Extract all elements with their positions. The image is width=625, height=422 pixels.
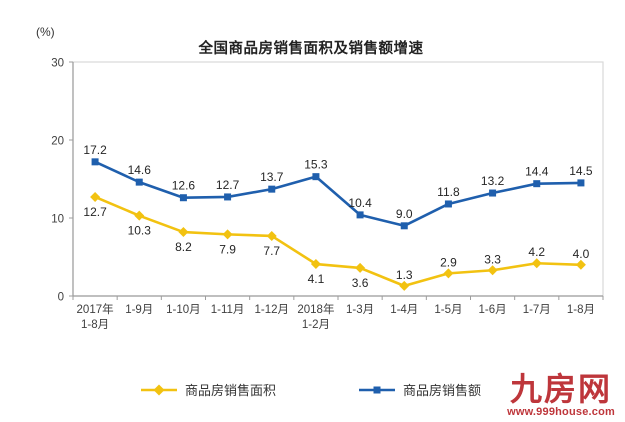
data-point-diamond [531,258,542,269]
y-tick-label: 30 [51,58,64,70]
data-label: 10.4 [348,196,372,210]
data-label: 10.3 [128,224,152,238]
data-label: 8.2 [175,240,192,254]
y-tick-label: 10 [51,214,64,226]
data-point-diamond [399,280,410,291]
y-axis-unit-label: (%) [36,25,55,39]
data-label: 14.6 [128,163,152,177]
data-point-square [135,178,143,186]
line-chart-plot: 0 10 20 30 2017年 1-8月 1-9月 1-10月 1-11月 1-12月 2018年… [51,58,604,331]
chart-title: 全国商品房销售面积及销售额增速 [198,41,424,57]
x-tick-label: 1-11月 [211,304,245,316]
data-label: 3.3 [484,252,501,266]
data-point-diamond [355,262,366,273]
data-point-square [268,185,276,193]
x-tick-label: 1-7月 [523,304,551,316]
data-label: 7.7 [263,244,280,258]
data-point-diamond [222,229,233,240]
x-tick-label: 1-12月 [254,304,289,316]
watermark: 九房网 www.999house.com [507,373,615,418]
x-tick-label: 1-10月 [166,304,201,316]
data-label: 17.2 [83,143,107,157]
y-tick-label: 0 [58,292,64,304]
chart-legend: 商品房销售面积 商品房销售额 [140,380,481,399]
data-point-diamond [575,259,586,270]
x-tick-label: 1-8月 [567,304,595,316]
x-tick-label: 1-5月 [434,304,462,316]
data-point-diamond [310,259,321,270]
series-line-商品房销售面积 [93,195,583,288]
data-label: 9.0 [396,207,413,221]
diamond-marker-icon [141,384,177,395]
watermark-url: www.999house.com [507,406,615,418]
legend-item: 商品房销售额 [358,380,481,399]
data-point-diamond [487,265,498,276]
y-tick-label: 20 [51,136,64,148]
data-point-square [489,189,497,197]
data-label: 4.2 [528,245,545,259]
legend-item: 商品房销售面积 [140,380,276,399]
data-point-diamond [266,230,277,241]
data-label: 13.7 [260,170,284,184]
data-point-square [224,193,232,201]
data-point-diamond [134,210,145,221]
data-label: 12.7 [216,178,240,192]
x-tick-label: 2018年 [297,302,334,316]
data-label: 12.6 [172,179,196,193]
data-label: 4.1 [308,272,325,286]
data-label: 4.0 [573,247,590,261]
x-tick-label: 1-2月 [302,319,330,331]
data-point-square [356,211,364,219]
data-label: 15.3 [304,158,328,172]
x-tick-label: 1-8月 [81,319,109,331]
data-label: 3.6 [352,276,369,290]
data-point-diamond [443,268,454,279]
data-label: 7.9 [219,242,236,256]
x-tick-label: 1-9月 [125,304,153,316]
x-tick-label: 1-4月 [390,304,418,316]
legend-label: 商品房销售额 [403,383,482,398]
data-point-square [444,200,452,208]
data-point-square [312,173,320,181]
data-point-diamond [178,227,189,238]
plot-border [72,61,604,297]
data-label: 13.2 [481,174,505,188]
data-point-square [577,179,585,187]
data-label: 11.8 [437,185,460,199]
x-tick-label: 1-3月 [346,304,374,316]
legend-label: 商品房销售面积 [185,383,277,398]
square-marker-icon [359,386,396,393]
data-label: 2.9 [440,255,457,269]
data-label: 14.4 [525,165,549,179]
data-label: 14.5 [569,164,593,178]
data-label: 1.3 [396,268,413,282]
data-label: 12.7 [83,205,107,219]
data-point-square [400,222,408,230]
data-point-square [91,158,99,166]
x-tick-label: 1-6月 [479,304,507,316]
x-tick-label: 2017年 [77,302,114,316]
data-point-square [533,180,541,188]
series-line-商品房销售额 [93,160,583,228]
watermark-logo: 九房网 [510,371,613,407]
data-point-diamond [90,191,101,202]
data-point-square [179,194,187,202]
